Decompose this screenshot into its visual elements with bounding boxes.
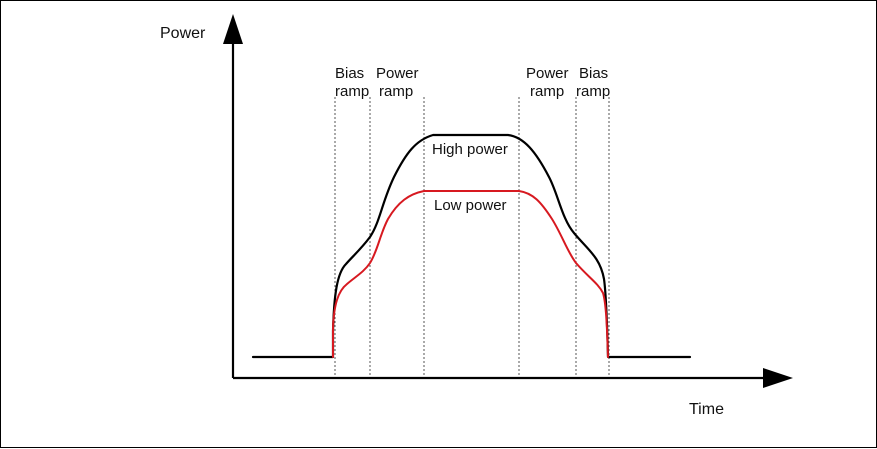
- x-axis-label: Time: [689, 401, 724, 418]
- high-power-label: High power: [432, 141, 508, 158]
- phase-guides: [334, 97, 610, 377]
- phase-right-bias-line-2: ramp: [576, 83, 610, 100]
- x-axis-arrow-icon: [763, 368, 793, 388]
- low-power-label: Low power: [434, 197, 507, 214]
- y-axis-arrow-icon: [223, 14, 243, 44]
- low-power-curve: [332, 190, 609, 358]
- phase-left-bias-line-2: ramp: [335, 83, 369, 100]
- phase-right-power-line-1: Power: [526, 65, 569, 82]
- y-axis-label: Power: [160, 25, 206, 42]
- phase-left-power-line-2: ramp: [379, 83, 413, 100]
- phase-right-bias-line-1: Bias: [579, 65, 608, 82]
- high-power-curve: [251, 133, 692, 359]
- phase-left-power-line-1: Power: [376, 65, 419, 82]
- phase-right-power-line-2: ramp: [530, 83, 564, 100]
- phase-left-bias-line-1: Bias: [335, 65, 364, 82]
